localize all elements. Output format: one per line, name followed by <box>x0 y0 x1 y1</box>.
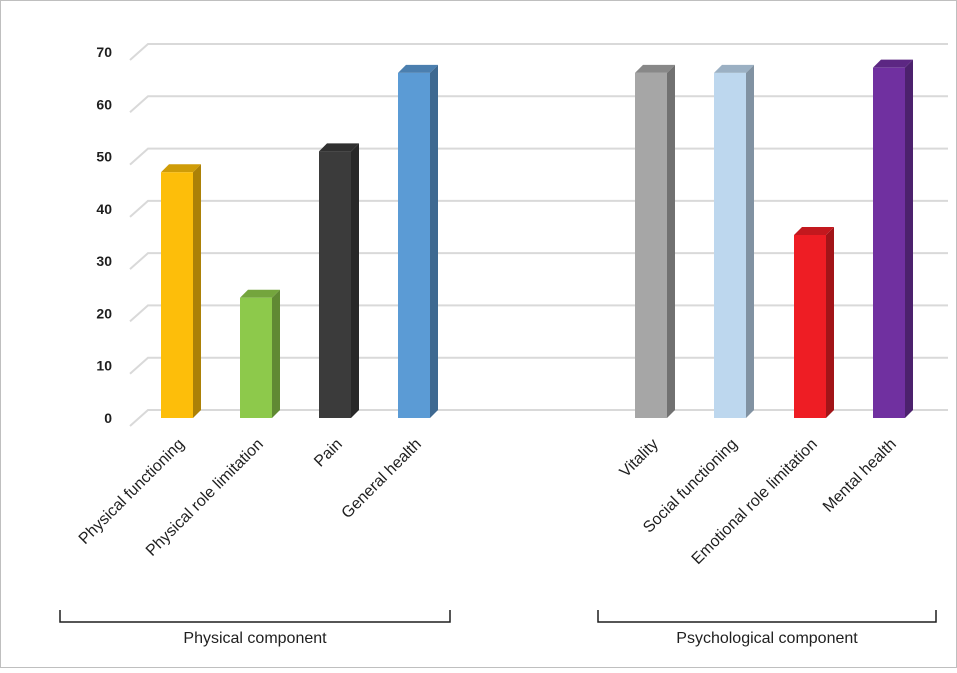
bar-side <box>746 64 754 419</box>
gridline <box>129 409 948 427</box>
bar-front <box>635 72 667 419</box>
bar <box>873 59 913 418</box>
bar-side <box>667 64 675 419</box>
y-tick-label: 70 <box>96 44 112 60</box>
gridline <box>129 304 948 323</box>
group-bracket: Psychological component <box>597 610 937 647</box>
y-tick-label: 30 <box>96 253 112 269</box>
gridline <box>129 252 948 270</box>
y-tick-label: 10 <box>96 358 112 374</box>
bar-top <box>319 143 359 152</box>
bar-top <box>398 64 438 73</box>
gridlines <box>129 43 948 427</box>
bar-front <box>794 235 826 418</box>
bar-side <box>272 289 280 418</box>
group-label: Psychological component <box>676 630 858 647</box>
gridline <box>129 356 948 375</box>
bar <box>319 143 359 419</box>
bar-front <box>398 72 430 419</box>
bar-side <box>430 64 438 419</box>
bar-front <box>714 72 746 419</box>
y-tick-label: 60 <box>96 96 112 112</box>
gridline <box>129 95 948 114</box>
group-bracket: Physical component <box>59 610 451 647</box>
bar <box>240 289 280 418</box>
bar-front <box>161 172 193 418</box>
gridline <box>129 43 948 61</box>
bar-top <box>714 64 754 73</box>
bar-top <box>794 227 834 235</box>
bar <box>161 164 201 418</box>
bar-side <box>905 59 913 418</box>
y-tick-label: 0 <box>104 410 112 426</box>
gridline <box>129 199 948 218</box>
category-groups: Physical component Psychological componen… <box>59 610 937 647</box>
bar-side <box>826 227 834 418</box>
gridline <box>129 147 948 166</box>
group-label: Physical component <box>183 630 327 647</box>
bars <box>161 59 913 419</box>
bar-top <box>161 164 201 173</box>
y-tick-label: 50 <box>96 149 112 165</box>
bar-top <box>240 289 280 298</box>
y-axis: 0 10 20 30 40 50 60 70 <box>96 44 112 426</box>
bar <box>398 64 438 419</box>
bar <box>635 64 675 419</box>
bar <box>794 227 834 418</box>
bar-top <box>873 59 913 68</box>
bar-top <box>635 64 675 73</box>
bar-front <box>319 151 351 419</box>
y-tick-label: 40 <box>96 201 112 217</box>
y-tick-label: 20 <box>96 305 112 321</box>
bar-side <box>351 143 359 419</box>
bar <box>714 64 754 419</box>
bar-side <box>193 164 201 418</box>
bar-front <box>873 67 905 418</box>
bar-front <box>240 297 272 418</box>
